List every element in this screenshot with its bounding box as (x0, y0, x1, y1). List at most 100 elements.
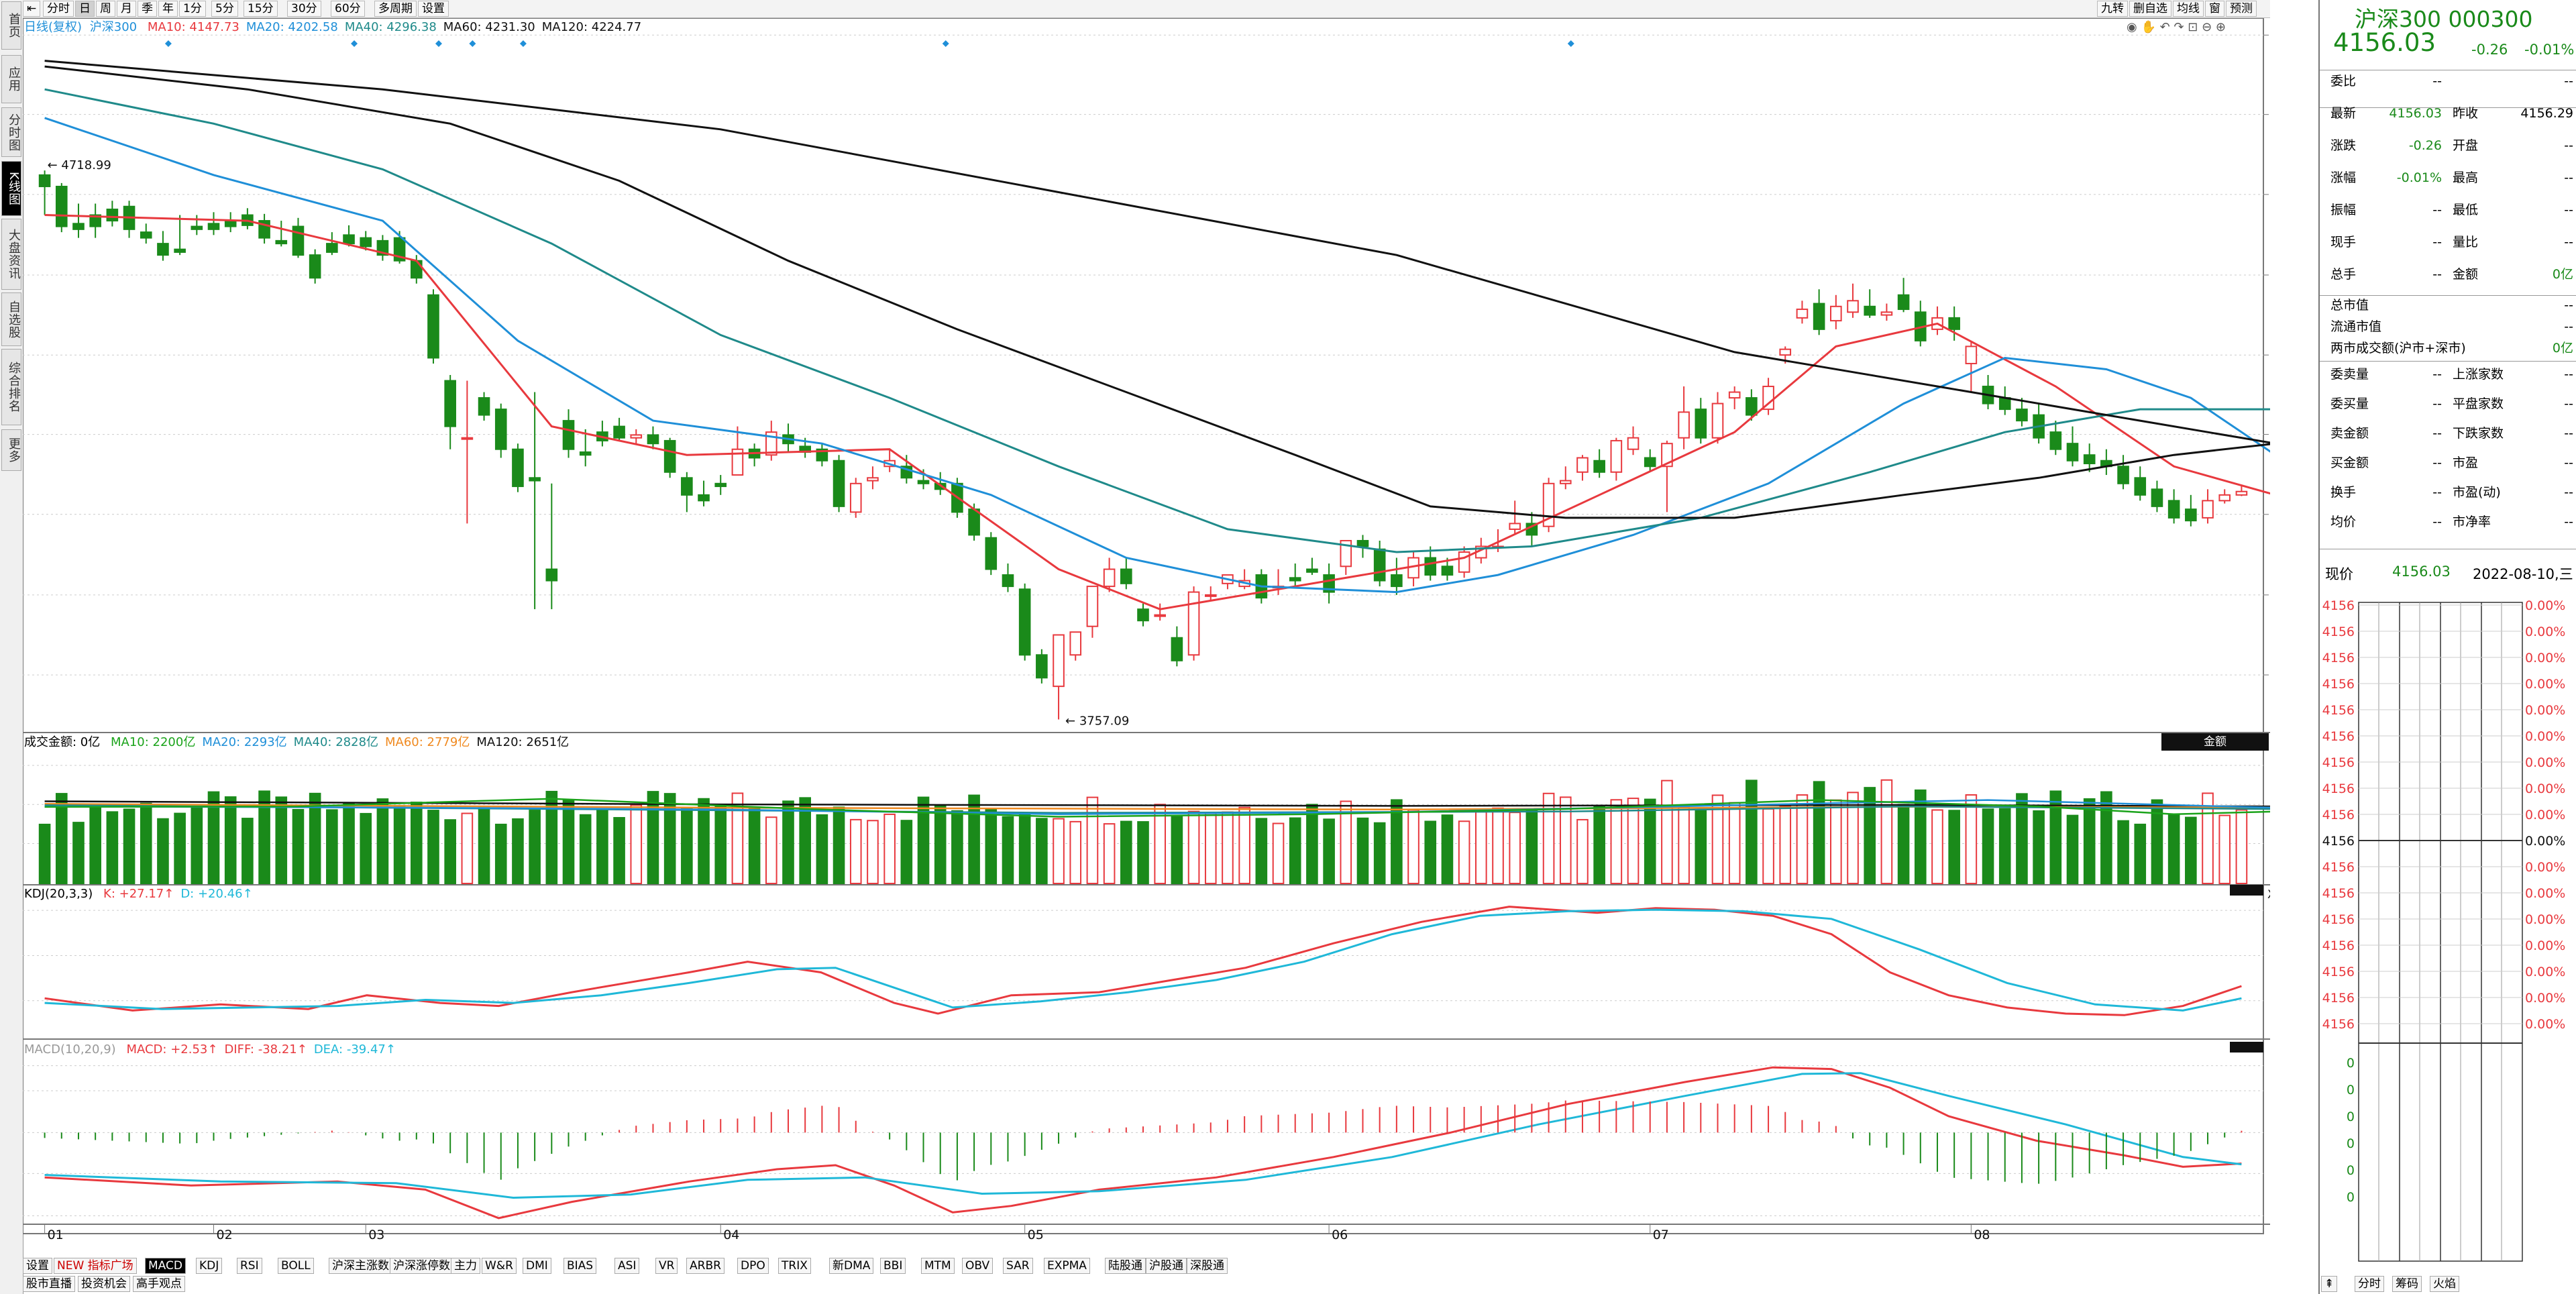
left-tab-2[interactable]: 分时图 (1, 107, 21, 157)
period-button-10[interactable]: 60分 (331, 1, 365, 17)
indicator-tab-1[interactable]: NEW 指标广场 (54, 1258, 137, 1274)
hand-icon[interactable]: ✋ (2141, 20, 2156, 34)
indicator-tab-3[interactable]: KDJ (196, 1258, 223, 1274)
zoom-out-icon[interactable]: ⊖ (2202, 20, 2212, 34)
indicator-tab-19[interactable]: MTM (921, 1258, 955, 1274)
indicator-tab-8[interactable]: 主力 (451, 1258, 480, 1274)
tool-button-0[interactable]: 九转 (2097, 1, 2128, 17)
vol-bar-71 (1238, 806, 1250, 884)
right-bottom-tab-0[interactable]: 分时 (2355, 1276, 2384, 1292)
left-tab-6[interactable]: 综合排名 (1, 349, 21, 425)
zoom-in-icon[interactable]: ⊕ (2215, 20, 2226, 34)
indicator-tab-16[interactable]: TRIX (778, 1258, 811, 1274)
mini-pct-7: 0.00% (2525, 781, 2565, 796)
candle-body-108 (1864, 305, 1876, 316)
indicator-tab-10[interactable]: DMI (523, 1258, 551, 1274)
vol-bar-24 (444, 819, 456, 885)
candle-body-110 (1897, 294, 1910, 311)
left-tab-5[interactable]: 自选股 (1, 292, 21, 346)
indicator-tab-22[interactable]: EXPMA (1044, 1258, 1090, 1274)
indicator-tab-9[interactable]: W&R (482, 1258, 517, 1274)
left-tab-1[interactable]: 应用 (1, 55, 21, 103)
period-toolbar: ⇤ 分时日周月季年 1分 5分 15分 30分 60分 多周期 设置 九转 删自选 均线窗预测 (23, 0, 2270, 18)
indicator-tab-0[interactable]: 设置 (23, 1258, 52, 1274)
indicator-tab-17[interactable]: 新DMA (829, 1258, 874, 1274)
mini-pct-12: 0.00% (2525, 912, 2565, 927)
indicator-tab-21[interactable]: SAR (1003, 1258, 1033, 1274)
indicator-tab-25[interactable]: 深股通 (1187, 1258, 1228, 1274)
candle-body-11 (224, 220, 237, 227)
pin-icon[interactable]: ⇞ (2321, 1276, 2338, 1292)
period-button-6[interactable]: 1分 (179, 1, 206, 17)
vol-bar-56 (985, 808, 998, 884)
vol-bar-102 (1762, 808, 1774, 884)
mini-intraday-chart[interactable]: 4156 0.00% 4156 0.00% 4156 0.00% 4156 0.00% 4156… (2318, 590, 2576, 1275)
period-button-3[interactable]: 月 (117, 1, 136, 17)
undo-icon[interactable]: ↶ (2159, 20, 2170, 34)
period-button-1[interactable]: 日 (75, 1, 95, 17)
indicator-tab-14[interactable]: ARBR (686, 1258, 724, 1274)
vol-bar-45 (799, 797, 811, 884)
left-tab-4[interactable]: 大盘资讯 (1, 219, 21, 290)
market-value-1: -- (2432, 396, 2442, 411)
vol-unit: X100 (2267, 888, 2270, 902)
candle-body-55 (968, 508, 980, 536)
tool-button-4[interactable]: 预测 (2226, 1, 2257, 17)
left-tab-7[interactable]: 更多 (1, 429, 21, 471)
period-button-5[interactable]: 年 (158, 1, 178, 17)
news-tab-2[interactable]: 高手观点 (133, 1276, 185, 1292)
indicator-tab-11[interactable]: BIAS (564, 1258, 597, 1274)
indicator-tab-4[interactable]: RSI (237, 1258, 262, 1274)
right-bottom-tab-2[interactable]: 火焰 (2430, 1276, 2459, 1292)
redo-icon[interactable]: ↷ (2174, 20, 2184, 34)
indicator-tab-5[interactable]: BOLL (278, 1258, 314, 1274)
eye-icon[interactable]: ◉ (2127, 20, 2137, 34)
mini-vol-2: 0 (2347, 1110, 2355, 1124)
candle-body-16 (309, 254, 321, 279)
indicator-tab-24[interactable]: 沪股通 (1146, 1258, 1187, 1274)
period-button-8[interactable]: 15分 (244, 1, 278, 17)
left-tab-0[interactable]: 首页 (1, 1, 21, 50)
vol-bar-80 (1391, 799, 1403, 885)
toolbar-arrow-icon[interactable]: ⇤ (23, 1, 41, 17)
vol-bar-62 (1086, 796, 1099, 884)
vol-bar-79 (1373, 822, 1386, 884)
market-label2-1: 平盘家数 (2453, 396, 2504, 411)
indicator-tab-20[interactable]: OBV (962, 1258, 994, 1274)
vol-bar-83 (1441, 814, 1454, 884)
tool-button-2[interactable]: 均线 (2173, 1, 2204, 17)
period-button-0[interactable]: 分时 (43, 1, 74, 17)
indicator-tab-6[interactable]: 沪深主涨数 (329, 1258, 392, 1274)
indicator-tab-15[interactable]: DPO (737, 1258, 769, 1274)
period-button-2[interactable]: 周 (96, 1, 115, 17)
period-button-9[interactable]: 30分 (287, 1, 321, 17)
news-tab-0[interactable]: 股市直播 (23, 1276, 75, 1292)
news-tab-1[interactable]: 投资机会 (78, 1276, 130, 1292)
vol-bar-7 (157, 818, 169, 884)
indicator-tab-12[interactable]: ASI (614, 1258, 640, 1274)
period-button-7[interactable]: 5分 (211, 1, 238, 17)
candle-body-26 (478, 397, 490, 416)
candle-body-38 (681, 477, 693, 496)
indicator-tab-23[interactable]: 陆股通 (1105, 1258, 1146, 1274)
period-button-4[interactable]: 季 (138, 1, 157, 17)
tool-button-1[interactable]: 删自选 (2129, 1, 2171, 17)
period-button-12[interactable]: 设置 (418, 1, 449, 17)
candle-body-95 (1644, 457, 1656, 468)
left-tab-3[interactable]: K线图 (1, 161, 21, 216)
vol-bar-68 (1187, 810, 1200, 885)
period-button-11[interactable]: 多周期 (374, 1, 417, 17)
indicator-tab-2[interactable]: MACD (145, 1258, 186, 1274)
candle-body-28 (512, 448, 524, 488)
amount-badge[interactable]: 金额 (2161, 733, 2269, 751)
vol-bar-108 (1864, 787, 1876, 884)
mini-price-7: 4156 (2322, 781, 2355, 796)
tool-button-3[interactable]: 窗 (2205, 1, 2224, 17)
lock-icon[interactable]: ⊡ (2188, 20, 2198, 34)
indicator-tab-18[interactable]: BBI (880, 1258, 906, 1274)
candle-body-21 (393, 237, 406, 262)
kline-chart[interactable]: 495548164676453543954256411639753835← 47… (23, 18, 2270, 1266)
indicator-tab-7[interactable]: 沪深涨停数 (390, 1258, 453, 1274)
indicator-tab-13[interactable]: VR (655, 1258, 678, 1274)
right-bottom-tab-1[interactable]: 筹码 (2392, 1276, 2422, 1292)
